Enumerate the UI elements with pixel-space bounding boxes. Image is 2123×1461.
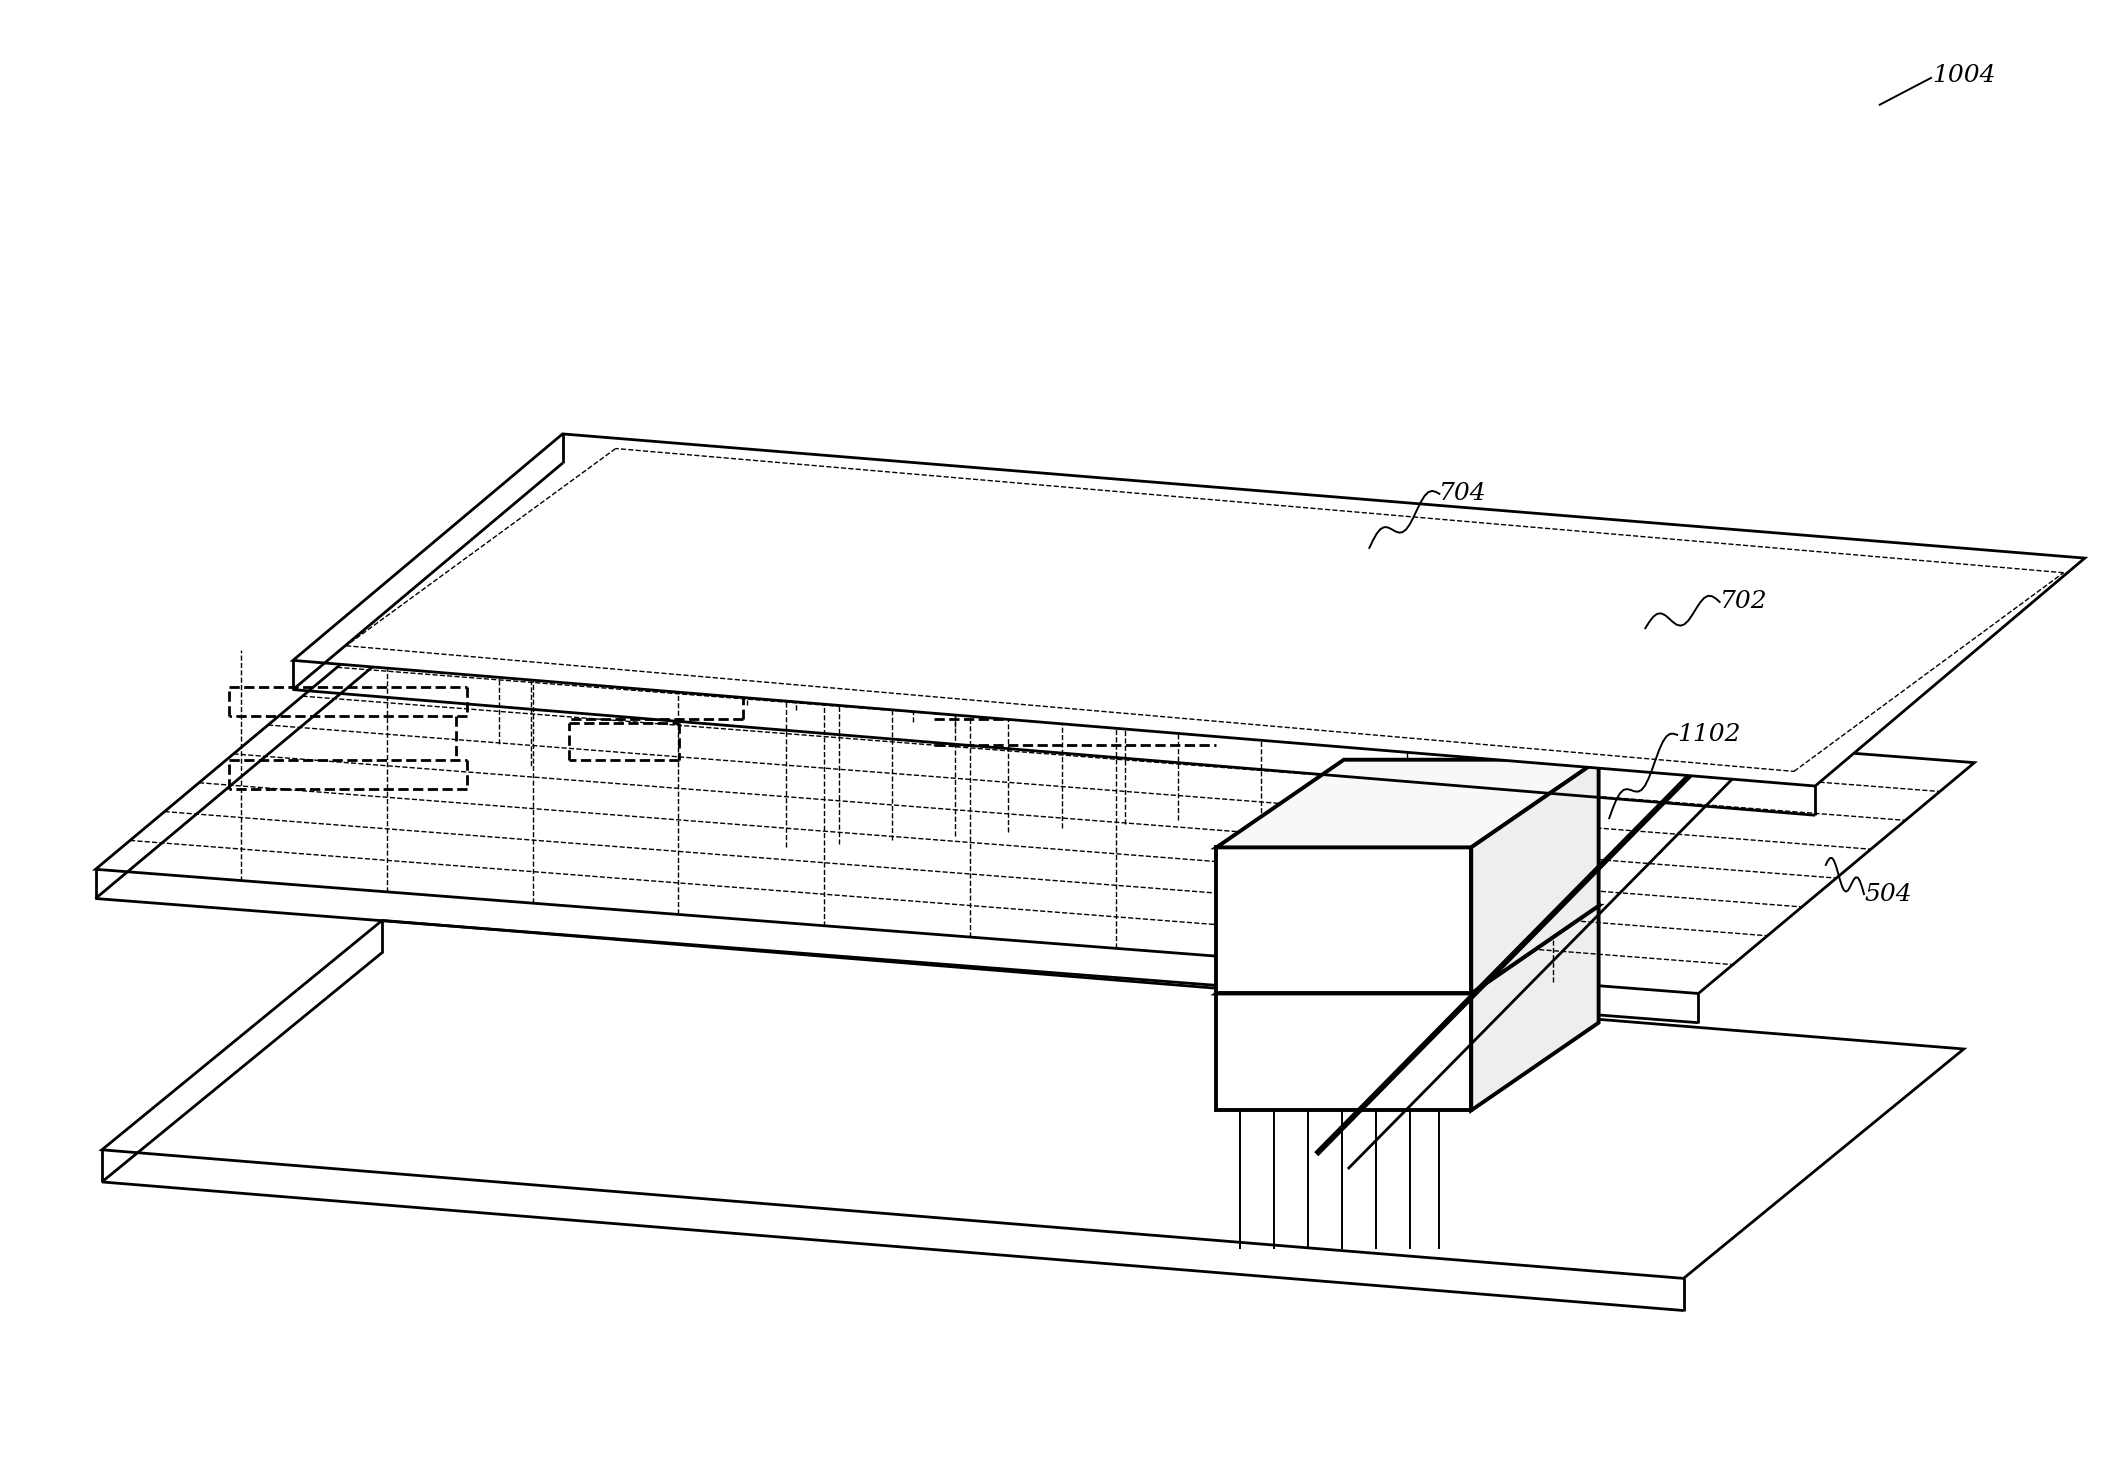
Text: 504: 504 <box>1864 882 1911 906</box>
Text: 704: 704 <box>1439 482 1486 506</box>
Polygon shape <box>96 638 1974 993</box>
Polygon shape <box>1216 993 1471 1110</box>
Text: 702: 702 <box>1720 590 1766 614</box>
Polygon shape <box>1216 847 1471 993</box>
Polygon shape <box>1216 906 1599 993</box>
Polygon shape <box>293 434 2085 786</box>
Polygon shape <box>1216 760 1599 847</box>
Polygon shape <box>1471 906 1599 1110</box>
Polygon shape <box>1471 760 1599 993</box>
Polygon shape <box>102 920 1964 1278</box>
Text: 1004: 1004 <box>1932 64 1996 88</box>
Text: 1102: 1102 <box>1677 723 1741 747</box>
